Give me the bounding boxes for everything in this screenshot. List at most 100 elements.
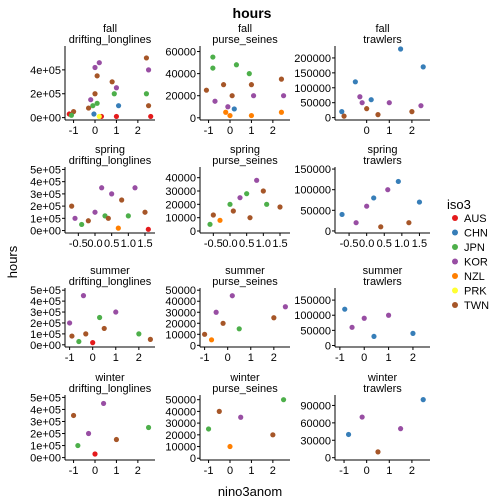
data-point-twn	[277, 204, 283, 210]
data-point-kor	[397, 426, 404, 432]
y-tick-label: 0	[325, 226, 331, 238]
data-point-jpn	[210, 65, 216, 71]
data-point-jpn	[233, 62, 240, 68]
data-point-twn	[220, 82, 227, 88]
data-point-chn	[420, 64, 426, 70]
y-tick-label: 40000	[165, 406, 196, 418]
data-point-aus	[90, 340, 96, 346]
data-point-kor	[282, 304, 288, 310]
facet-strip-season: fall	[103, 23, 117, 35]
y-tick-label: 5e+05	[30, 285, 61, 297]
data-point-twn	[220, 320, 226, 326]
legend-key	[452, 273, 458, 279]
y-tick-label: 0	[325, 340, 331, 352]
data-point-kor	[385, 312, 392, 318]
data-point-twn	[85, 218, 91, 224]
x-tick-label: 0	[364, 465, 370, 477]
data-point-chn	[371, 195, 377, 201]
y-tick-label: 40000	[165, 296, 196, 308]
data-point-twn	[70, 412, 77, 419]
x-tick-label: 1	[386, 352, 392, 364]
data-point-kor	[88, 97, 94, 103]
data-point-chn	[395, 178, 401, 185]
data-point-jpn	[97, 314, 103, 321]
y-tick-label: 30000	[165, 186, 196, 198]
y-tick-label: 4e+05	[30, 404, 61, 416]
y-tick-label: 40000	[165, 173, 196, 185]
data-point-nzl	[227, 443, 233, 450]
data-point-twn	[109, 79, 115, 85]
x-tick-label: 1	[386, 465, 392, 477]
legend-label: JPN	[464, 242, 485, 254]
data-point-twn	[145, 103, 152, 109]
legend-label: KOR	[464, 257, 488, 269]
data-point-jpn	[205, 426, 212, 432]
data-point-kor	[418, 103, 424, 109]
x-tick-label: 0	[227, 465, 233, 477]
y-tick-label: 2e+05	[30, 89, 61, 101]
y-tick-label: 50000	[300, 325, 331, 337]
x-tick-label: 1	[113, 465, 119, 477]
facet-strip-gear: trawlers	[363, 276, 402, 288]
data-point-kor	[237, 195, 243, 201]
x-tick-label: 1	[248, 125, 254, 137]
y-tick-label: 2e+05	[30, 318, 61, 330]
data-point-kor	[359, 414, 365, 420]
data-point-chn	[371, 333, 377, 340]
x-tick-label: -1	[65, 352, 75, 364]
data-point-jpn	[94, 100, 100, 106]
x-tick-label: 0	[92, 125, 98, 137]
y-tick-label: 10000	[165, 442, 196, 454]
x-tick-label: -1	[69, 125, 79, 137]
legend-key	[452, 229, 458, 236]
data-point-nzl	[223, 109, 229, 115]
y-tick-label: 3e+05	[30, 189, 61, 201]
y-tick-label: 30000	[165, 307, 196, 319]
data-point-twn	[341, 113, 347, 119]
data-point-chn	[368, 97, 374, 103]
y-tick-label: 20000	[165, 91, 196, 103]
facet-strip-gear: trawlers	[363, 34, 402, 46]
legend-label: TWN	[464, 300, 489, 312]
facet-panel-winter-purse-seines: winterpurse_seines0100002000030000400005…	[165, 372, 290, 477]
data-point-jpn	[136, 331, 142, 337]
data-point-jpn	[125, 213, 131, 219]
y-tick-label: 150000	[294, 164, 331, 176]
y-tick-label: 2e+05	[30, 201, 61, 213]
x-tick-label: 2	[409, 465, 415, 477]
data-point-kor	[132, 185, 138, 191]
legend-items: AUS CHN JPN KOR NZL PRK TWN	[452, 213, 489, 312]
data-point-kor	[349, 324, 355, 330]
data-point-kor	[92, 64, 98, 71]
x-tick-label: 0.5	[104, 238, 119, 250]
data-point-aus	[148, 113, 154, 120]
x-tick-label: -1	[339, 465, 349, 477]
x-tick-label: 1	[113, 125, 119, 137]
legend: iso3 AUS CHN JPN KOR NZL PRK TWN	[447, 197, 489, 312]
data-point-chn	[345, 431, 352, 438]
legend-item-aus: AUS	[452, 213, 487, 225]
legend-label: CHN	[464, 228, 488, 240]
x-tick-label: 0.0	[222, 238, 237, 250]
facet-strip-season: fall	[238, 23, 252, 35]
data-point-jpn	[207, 221, 213, 227]
legend-item-chn: CHN	[452, 228, 488, 240]
y-tick-label: 30000	[165, 418, 196, 430]
data-point-jpn	[280, 397, 287, 403]
x-tick-label: -1	[200, 352, 210, 364]
legend-item-jpn: JPN	[452, 242, 485, 254]
x-tick-label: 0.5	[239, 238, 254, 250]
x-tick-label: 1.5	[412, 238, 427, 250]
y-tick-label: 4e+05	[30, 65, 61, 77]
data-point-twn	[92, 91, 98, 97]
y-tick-label: 0e+00	[30, 340, 61, 352]
legend-key	[452, 302, 458, 308]
data-point-twn	[202, 331, 208, 337]
x-tick-label: 2	[135, 125, 141, 137]
data-point-kor	[361, 315, 367, 321]
y-tick-label: 100000	[294, 83, 331, 95]
data-point-chn	[339, 211, 345, 218]
